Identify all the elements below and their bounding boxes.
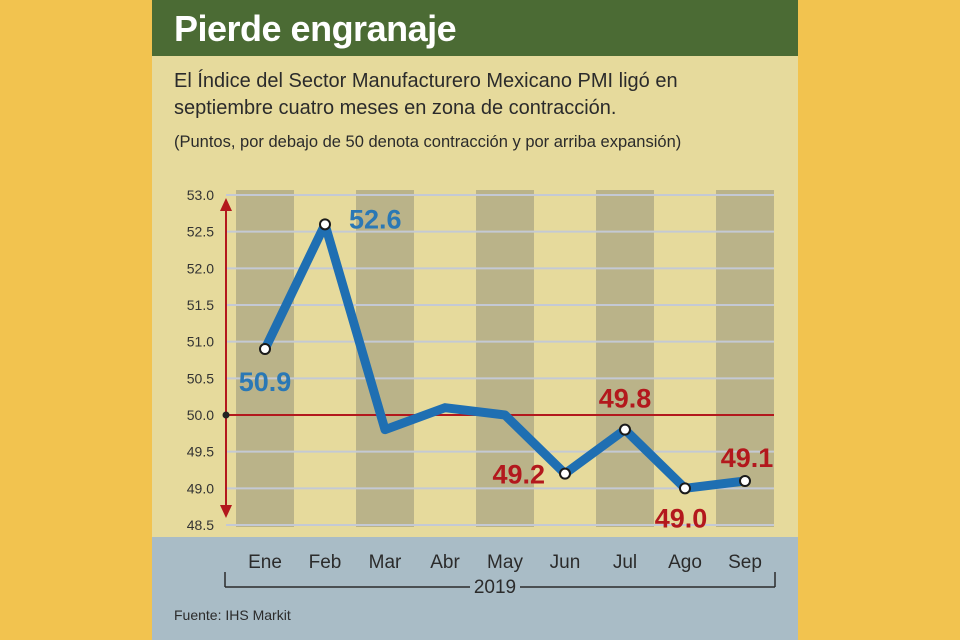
data-label-ene: 50.9: [239, 367, 292, 397]
shaded-column-may: [476, 190, 534, 527]
threshold-dot: [222, 411, 230, 419]
x-tick-label: Sep: [728, 552, 762, 573]
data-label-sep: 49.1: [721, 443, 774, 473]
x-tick-label: Ene: [248, 552, 282, 573]
data-label-jul: 49.8: [599, 384, 652, 414]
y-tick-label: 48.5: [187, 517, 214, 533]
data-point-sep: [739, 475, 751, 487]
page-title: Pierde engranaje: [174, 8, 457, 49]
pmi-series-line: [260, 219, 750, 493]
data-point-ene: [259, 343, 271, 355]
y-tick-label: 51.5: [187, 297, 214, 313]
data-point-jun: [559, 467, 571, 480]
data-point-ago: [679, 482, 691, 495]
pmi-line-chart: 53.0 52.5 52.0 51.5 51.0 50.5 50.0 49.5 49.0 48.5…: [187, 187, 776, 598]
x-axis-band: [152, 537, 798, 640]
y-axis-arrow-down: [220, 505, 232, 518]
y-tick-label: 50.0: [187, 407, 214, 423]
x-tick-label: Feb: [309, 552, 342, 573]
y-tick-label: 50.5: [187, 370, 214, 386]
subtitle: El Índice del Sector Manufacturero Mexic…: [174, 70, 678, 119]
shaded-column-ene: [236, 190, 294, 527]
x-tick-label: Jul: [613, 552, 637, 573]
x-tick-label: Ago: [668, 552, 702, 573]
header-bar: Pierde engranaje: [152, 0, 798, 56]
y-tick-label: 49.0: [187, 480, 214, 496]
y-tick-label: 52.5: [187, 224, 214, 240]
data-label-ago: 49.0: [655, 503, 708, 533]
x-axis-year-label: 2019: [474, 577, 516, 598]
data-label-jun: 49.2: [492, 460, 545, 490]
shaded-column-sep: [716, 190, 774, 527]
y-tick-label: 49.5: [187, 444, 214, 460]
chart-note: (Puntos, por debajo de 50 denota contrac…: [174, 133, 682, 151]
data-point-feb: [319, 218, 331, 231]
x-tick-label: Mar: [369, 552, 402, 573]
y-tick-label: 52.0: [187, 260, 214, 276]
x-tick-label: Abr: [430, 552, 460, 573]
y-tick-label: 53.0: [187, 187, 214, 203]
infographic-card: Pierde engranaje El Índice del Sector Ma…: [152, 0, 798, 640]
y-tick-label: 51.0: [187, 334, 214, 350]
data-label-feb: 52.6: [349, 204, 402, 234]
data-point-jul: [619, 423, 631, 436]
shaded-column-jul: [596, 190, 654, 527]
x-tick-label: Jun: [550, 552, 581, 573]
y-axis-arrow-up: [220, 198, 232, 211]
source-note: Fuente: IHS Markit: [174, 607, 291, 623]
x-tick-label: May: [487, 552, 523, 573]
